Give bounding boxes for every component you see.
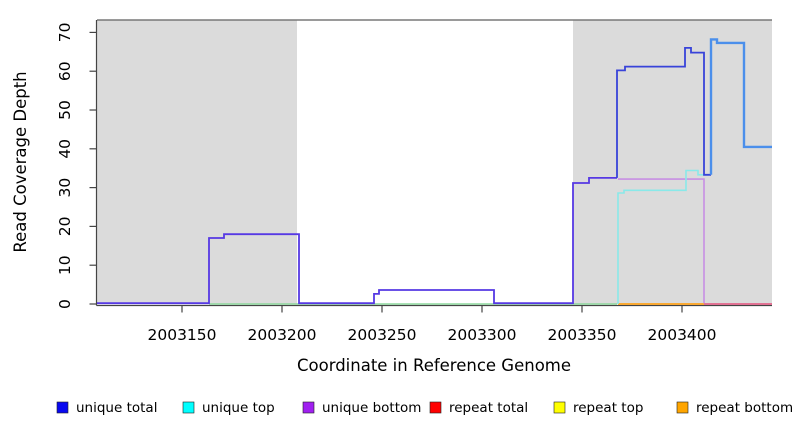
legend-swatch-repeat-total <box>429 401 442 414</box>
x-tick-label: 2003150 <box>147 326 216 344</box>
legend-label-unique-total: unique total <box>76 400 157 416</box>
legend-item-unique-bottom: unique bottom <box>302 400 421 416</box>
legend-swatch-repeat-top <box>553 401 566 414</box>
series-line-unique-bottom <box>618 178 705 304</box>
series-line-unique-total-left <box>97 176 617 305</box>
y-axis-title: Read Coverage Depth <box>11 71 30 252</box>
y-tick-label: 0 <box>56 299 74 309</box>
series-line-unique-top <box>617 169 711 304</box>
y-tick-label: 30 <box>56 178 74 198</box>
legend-label-repeat-bottom: repeat bottom <box>696 400 792 416</box>
y-tick-label: 60 <box>56 61 74 81</box>
legend-item-repeat-top: repeat top <box>553 400 643 416</box>
x-tick-label: 2003400 <box>647 326 716 344</box>
legend-swatch-unique-bottom <box>302 401 315 414</box>
legend-item-unique-top: unique top <box>182 400 275 416</box>
y-tick-label: 10 <box>56 255 74 275</box>
y-tick-label: 20 <box>56 217 74 237</box>
series-line-unique-total-peak <box>709 38 772 175</box>
legend-item-repeat-total: repeat total <box>429 400 528 416</box>
legend-swatch-unique-total <box>56 401 69 414</box>
legend-label-unique-top: unique top <box>202 400 275 416</box>
legend-label-repeat-total: repeat total <box>449 400 528 416</box>
y-tick-label: 70 <box>56 23 74 43</box>
x-tick-label: 2003350 <box>547 326 616 344</box>
shaded-region <box>97 20 297 304</box>
legend-swatch-unique-top <box>182 401 195 414</box>
y-tick-label: 50 <box>56 100 74 120</box>
plot-area: 2003150 2003200 2003250 2003300 2003350 20034… <box>56 19 772 344</box>
legend: unique total unique top unique bottom re… <box>56 400 792 416</box>
legend-label-repeat-top: repeat top <box>573 400 643 416</box>
shaded-region <box>573 20 772 304</box>
x-tick-label: 2003200 <box>247 326 316 344</box>
legend-swatch-repeat-bottom <box>676 401 689 414</box>
x-tick-label: 2003250 <box>347 326 416 344</box>
y-tick-label: 40 <box>56 139 74 159</box>
x-axis-title: Coordinate in Reference Genome <box>297 356 571 375</box>
x-tick-label: 2003300 <box>447 326 516 344</box>
series-line-unique-total-right <box>616 47 711 178</box>
legend-item-unique-total: unique total <box>56 400 157 416</box>
legend-label-unique-bottom: unique bottom <box>322 400 421 416</box>
legend-item-repeat-bottom: repeat bottom <box>676 400 792 416</box>
